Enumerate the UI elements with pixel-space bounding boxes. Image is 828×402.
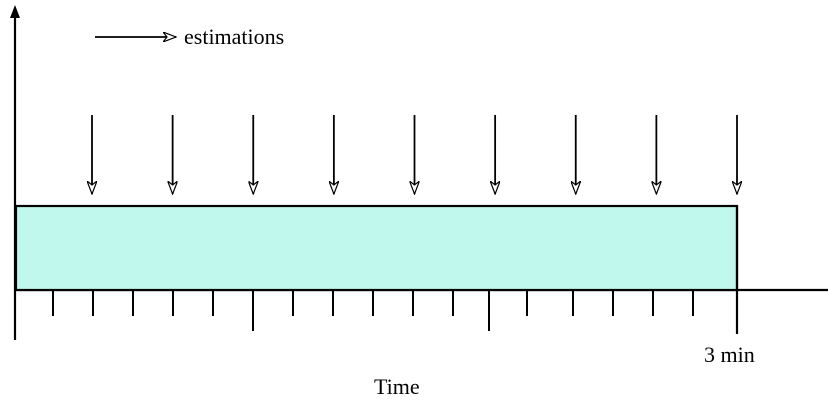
time-axis-label: Time	[374, 374, 420, 399]
y-axis-arrow-icon	[10, 5, 20, 18]
legend-label: estimations	[184, 24, 284, 49]
estimation-arrows	[92, 115, 737, 194]
time-ticks	[52, 290, 694, 331]
legend: estimations	[95, 24, 284, 49]
estimation-period-rect	[14, 204, 739, 292]
end-marker-label: 3 min	[704, 342, 755, 367]
